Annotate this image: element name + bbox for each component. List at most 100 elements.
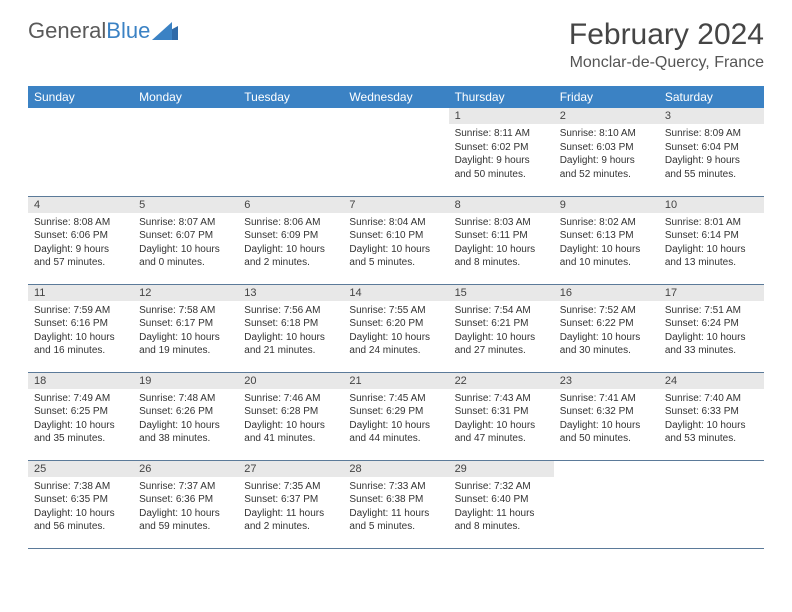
day-number: 4 — [28, 197, 133, 213]
day-content: Sunrise: 7:38 AMSunset: 6:35 PMDaylight:… — [28, 477, 133, 537]
calendar-week: 4Sunrise: 8:08 AMSunset: 6:06 PMDaylight… — [28, 196, 764, 284]
calendar-week: 25Sunrise: 7:38 AMSunset: 6:35 PMDayligh… — [28, 460, 764, 548]
day-content: Sunrise: 8:04 AMSunset: 6:10 PMDaylight:… — [343, 213, 448, 273]
calendar-cell: 24Sunrise: 7:40 AMSunset: 6:33 PMDayligh… — [659, 372, 764, 460]
day-content: Sunrise: 8:07 AMSunset: 6:07 PMDaylight:… — [133, 213, 238, 273]
day-number: 21 — [343, 373, 448, 389]
calendar-cell: 23Sunrise: 7:41 AMSunset: 6:32 PMDayligh… — [554, 372, 659, 460]
day-content: Sunrise: 8:03 AMSunset: 6:11 PMDaylight:… — [449, 213, 554, 273]
day-content: Sunrise: 7:35 AMSunset: 6:37 PMDaylight:… — [238, 477, 343, 537]
calendar-cell: 7Sunrise: 8:04 AMSunset: 6:10 PMDaylight… — [343, 196, 448, 284]
day-content: Sunrise: 7:48 AMSunset: 6:26 PMDaylight:… — [133, 389, 238, 449]
day-number: 3 — [659, 108, 764, 124]
header-row: SundayMondayTuesdayWednesdayThursdayFrid… — [28, 86, 764, 108]
calendar-cell: 8Sunrise: 8:03 AMSunset: 6:11 PMDaylight… — [449, 196, 554, 284]
day-number: 20 — [238, 373, 343, 389]
day-number: 12 — [133, 285, 238, 301]
calendar-cell: 28Sunrise: 7:33 AMSunset: 6:38 PMDayligh… — [343, 460, 448, 548]
day-content: Sunrise: 7:40 AMSunset: 6:33 PMDaylight:… — [659, 389, 764, 449]
day-content: Sunrise: 8:09 AMSunset: 6:04 PMDaylight:… — [659, 124, 764, 184]
calendar-cell: 26Sunrise: 7:37 AMSunset: 6:36 PMDayligh… — [133, 460, 238, 548]
calendar-cell — [28, 108, 133, 196]
day-number: 7 — [343, 197, 448, 213]
calendar-cell: 17Sunrise: 7:51 AMSunset: 6:24 PMDayligh… — [659, 284, 764, 372]
calendar-cell: 14Sunrise: 7:55 AMSunset: 6:20 PMDayligh… — [343, 284, 448, 372]
day-content: Sunrise: 7:51 AMSunset: 6:24 PMDaylight:… — [659, 301, 764, 361]
calendar-cell: 4Sunrise: 8:08 AMSunset: 6:06 PMDaylight… — [28, 196, 133, 284]
day-content: Sunrise: 7:59 AMSunset: 6:16 PMDaylight:… — [28, 301, 133, 361]
calendar-cell: 9Sunrise: 8:02 AMSunset: 6:13 PMDaylight… — [554, 196, 659, 284]
day-number: 9 — [554, 197, 659, 213]
day-number: 17 — [659, 285, 764, 301]
calendar-cell: 5Sunrise: 8:07 AMSunset: 6:07 PMDaylight… — [133, 196, 238, 284]
header: GeneralBlue February 2024 Monclar-de-Que… — [0, 0, 792, 80]
day-content: Sunrise: 8:08 AMSunset: 6:06 PMDaylight:… — [28, 213, 133, 273]
day-content: Sunrise: 7:33 AMSunset: 6:38 PMDaylight:… — [343, 477, 448, 537]
calendar-week: 11Sunrise: 7:59 AMSunset: 6:16 PMDayligh… — [28, 284, 764, 372]
weekday-header: Tuesday — [238, 86, 343, 108]
day-content: Sunrise: 7:43 AMSunset: 6:31 PMDaylight:… — [449, 389, 554, 449]
calendar-cell: 3Sunrise: 8:09 AMSunset: 6:04 PMDaylight… — [659, 108, 764, 196]
location: Monclar-de-Quercy, France — [569, 54, 764, 72]
calendar-cell: 21Sunrise: 7:45 AMSunset: 6:29 PMDayligh… — [343, 372, 448, 460]
day-content: Sunrise: 7:58 AMSunset: 6:17 PMDaylight:… — [133, 301, 238, 361]
title-block: February 2024 Monclar-de-Quercy, France — [569, 18, 764, 72]
day-content: Sunrise: 8:02 AMSunset: 6:13 PMDaylight:… — [554, 213, 659, 273]
calendar-cell: 27Sunrise: 7:35 AMSunset: 6:37 PMDayligh… — [238, 460, 343, 548]
calendar-cell: 2Sunrise: 8:10 AMSunset: 6:03 PMDaylight… — [554, 108, 659, 196]
day-content: Sunrise: 8:06 AMSunset: 6:09 PMDaylight:… — [238, 213, 343, 273]
logo-part1: General — [28, 18, 106, 43]
calendar-cell — [133, 108, 238, 196]
weekday-header: Saturday — [659, 86, 764, 108]
calendar-cell: 12Sunrise: 7:58 AMSunset: 6:17 PMDayligh… — [133, 284, 238, 372]
weekday-header: Sunday — [28, 86, 133, 108]
calendar-cell — [554, 460, 659, 548]
logo-triangle-icon — [152, 22, 178, 40]
month-title: February 2024 — [569, 18, 764, 52]
day-number: 18 — [28, 373, 133, 389]
calendar-cell: 22Sunrise: 7:43 AMSunset: 6:31 PMDayligh… — [449, 372, 554, 460]
calendar-body: 1Sunrise: 8:11 AMSunset: 6:02 PMDaylight… — [28, 108, 764, 548]
calendar-head: SundayMondayTuesdayWednesdayThursdayFrid… — [28, 86, 764, 108]
day-content: Sunrise: 7:55 AMSunset: 6:20 PMDaylight:… — [343, 301, 448, 361]
day-number: 24 — [659, 373, 764, 389]
day-number: 16 — [554, 285, 659, 301]
calendar-week: 1Sunrise: 8:11 AMSunset: 6:02 PMDaylight… — [28, 108, 764, 196]
calendar-cell: 6Sunrise: 8:06 AMSunset: 6:09 PMDaylight… — [238, 196, 343, 284]
day-content: Sunrise: 7:32 AMSunset: 6:40 PMDaylight:… — [449, 477, 554, 537]
logo: GeneralBlue — [28, 18, 178, 44]
day-number: 14 — [343, 285, 448, 301]
day-content: Sunrise: 7:52 AMSunset: 6:22 PMDaylight:… — [554, 301, 659, 361]
calendar-cell: 13Sunrise: 7:56 AMSunset: 6:18 PMDayligh… — [238, 284, 343, 372]
day-number: 25 — [28, 461, 133, 477]
calendar-cell: 18Sunrise: 7:49 AMSunset: 6:25 PMDayligh… — [28, 372, 133, 460]
calendar-cell — [659, 460, 764, 548]
day-number: 5 — [133, 197, 238, 213]
day-number: 19 — [133, 373, 238, 389]
calendar-week: 18Sunrise: 7:49 AMSunset: 6:25 PMDayligh… — [28, 372, 764, 460]
day-number: 10 — [659, 197, 764, 213]
day-content: Sunrise: 7:54 AMSunset: 6:21 PMDaylight:… — [449, 301, 554, 361]
day-number: 29 — [449, 461, 554, 477]
weekday-header: Thursday — [449, 86, 554, 108]
day-content: Sunrise: 7:46 AMSunset: 6:28 PMDaylight:… — [238, 389, 343, 449]
weekday-header: Monday — [133, 86, 238, 108]
day-content: Sunrise: 7:45 AMSunset: 6:29 PMDaylight:… — [343, 389, 448, 449]
day-number: 6 — [238, 197, 343, 213]
day-content: Sunrise: 7:56 AMSunset: 6:18 PMDaylight:… — [238, 301, 343, 361]
logo-text: GeneralBlue — [28, 18, 150, 44]
calendar-cell: 15Sunrise: 7:54 AMSunset: 6:21 PMDayligh… — [449, 284, 554, 372]
day-content: Sunrise: 7:37 AMSunset: 6:36 PMDaylight:… — [133, 477, 238, 537]
day-number: 1 — [449, 108, 554, 124]
day-content: Sunrise: 8:01 AMSunset: 6:14 PMDaylight:… — [659, 213, 764, 273]
logo-part2: Blue — [106, 18, 150, 43]
day-number: 8 — [449, 197, 554, 213]
weekday-header: Wednesday — [343, 86, 448, 108]
day-number: 27 — [238, 461, 343, 477]
calendar-cell: 25Sunrise: 7:38 AMSunset: 6:35 PMDayligh… — [28, 460, 133, 548]
calendar-cell: 19Sunrise: 7:48 AMSunset: 6:26 PMDayligh… — [133, 372, 238, 460]
calendar-table: SundayMondayTuesdayWednesdayThursdayFrid… — [28, 86, 764, 549]
day-number: 15 — [449, 285, 554, 301]
day-number: 23 — [554, 373, 659, 389]
calendar-cell: 10Sunrise: 8:01 AMSunset: 6:14 PMDayligh… — [659, 196, 764, 284]
